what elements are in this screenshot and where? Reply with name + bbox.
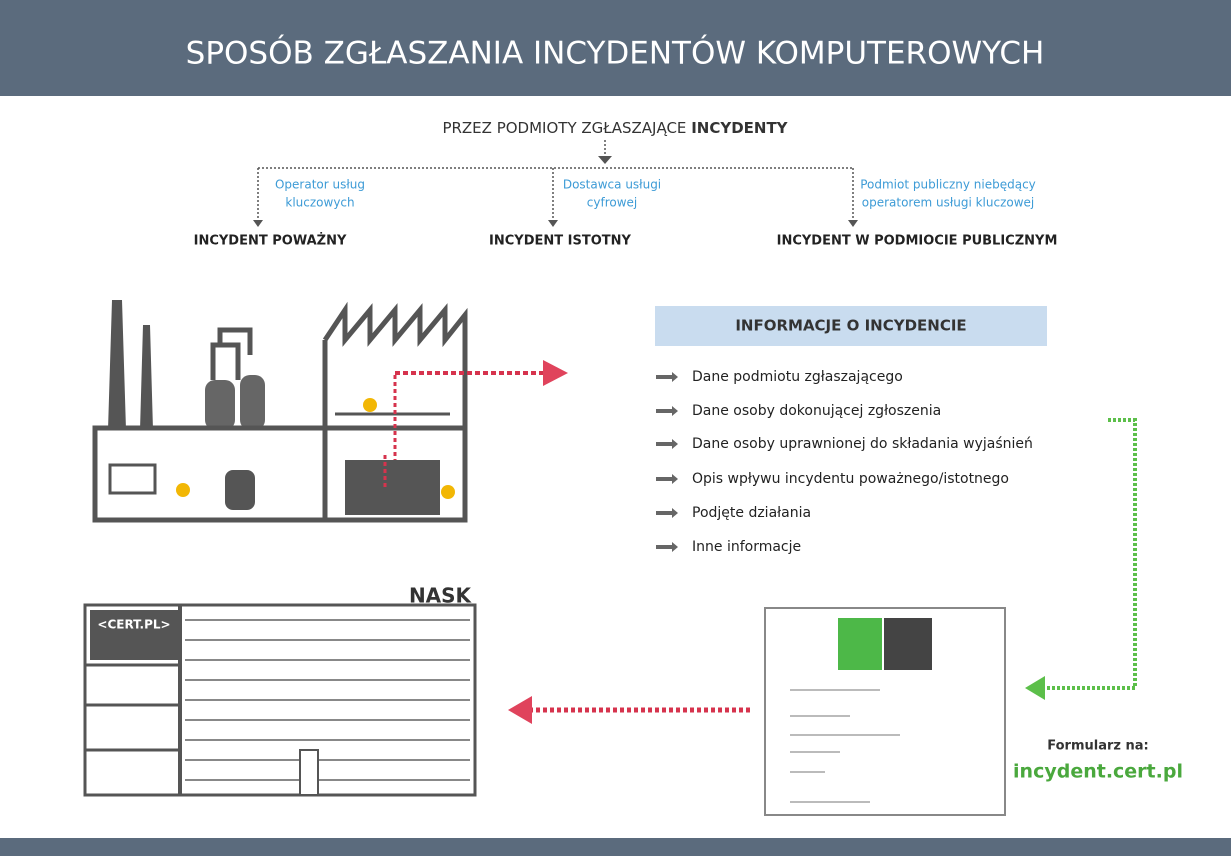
bullet-arrow <box>656 372 678 382</box>
bullet-arrow <box>656 508 678 518</box>
bullet-arrow <box>656 439 678 449</box>
red-arrow <box>508 696 532 724</box>
branch-label: Dostawca usługi <box>563 178 661 192</box>
info-list: Dane podmiotu zgłaszającego Dane osoby do… <box>656 369 1033 555</box>
green-connector <box>1040 420 1135 688</box>
form-label: Formularz na: <box>1047 739 1148 754</box>
bullet-arrow <box>656 542 678 552</box>
branch-label: Podmiot publiczny niebędący <box>860 178 1036 192</box>
info-item: Opis wpływu incydentu poważnego/istotneg… <box>692 471 1009 487</box>
subtitle-prefix: PRZEZ PODMIOTY ZGŁASZAJĄCE <box>442 119 686 137</box>
subtitle: PRZEZ PODMIOTY ZGŁASZAJĄCE INCYDENTY <box>442 119 788 137</box>
info-item: Podjęte działania <box>692 505 811 521</box>
factory-illustration <box>95 300 568 520</box>
branch-label: operatorem usługi kluczowej <box>862 196 1035 210</box>
info-item: Dane podmiotu zgłaszającego <box>692 369 903 385</box>
bullet-arrow <box>656 406 678 416</box>
branch-result: INCYDENT W PODMIOCIE PUBLICZNYM <box>777 234 1058 249</box>
info-item: Dane osoby dokonującej zgłoszenia <box>692 403 941 419</box>
subtitle-emphasis: INCYDENTY <box>691 119 788 137</box>
footer-bar <box>0 838 1231 856</box>
branch-result: INCYDENT POWAŻNY <box>194 233 347 249</box>
branch-label: kluczowych <box>285 196 354 210</box>
nask-building <box>85 605 475 795</box>
branch-label: cyfrowej <box>587 196 637 210</box>
cert-sign: <CERT.PL> <box>97 618 170 632</box>
infographic: SPOSÓB ZGŁASZANIA INCYDENTÓW KOMPUTEROWY… <box>0 0 1231 856</box>
info-item: Inne informacje <box>692 539 801 555</box>
green-arrow <box>1025 676 1045 700</box>
branch-labels: Operator usług kluczowych Dostawca usług… <box>275 178 1036 210</box>
branch-results: INCYDENT POWAŻNY INCYDENT ISTOTNY INCYDE… <box>194 233 1058 249</box>
nask-label: NASK <box>409 584 473 608</box>
header-title: SPOSÓB ZGŁASZANIA INCYDENTÓW KOMPUTEROWY… <box>186 35 1045 72</box>
branch-result: INCYDENT ISTOTNY <box>489 234 631 249</box>
branch-label: Operator usług <box>275 178 365 192</box>
form-preview <box>765 608 1005 815</box>
info-item: Dane osoby uprawnionej do składania wyja… <box>692 436 1033 452</box>
bullet-arrow <box>656 474 678 484</box>
tree-arrows <box>253 156 858 227</box>
form-url: incydent.cert.pl <box>1013 761 1183 783</box>
info-title: INFORMACJE O INCYDENCIE <box>735 317 966 335</box>
